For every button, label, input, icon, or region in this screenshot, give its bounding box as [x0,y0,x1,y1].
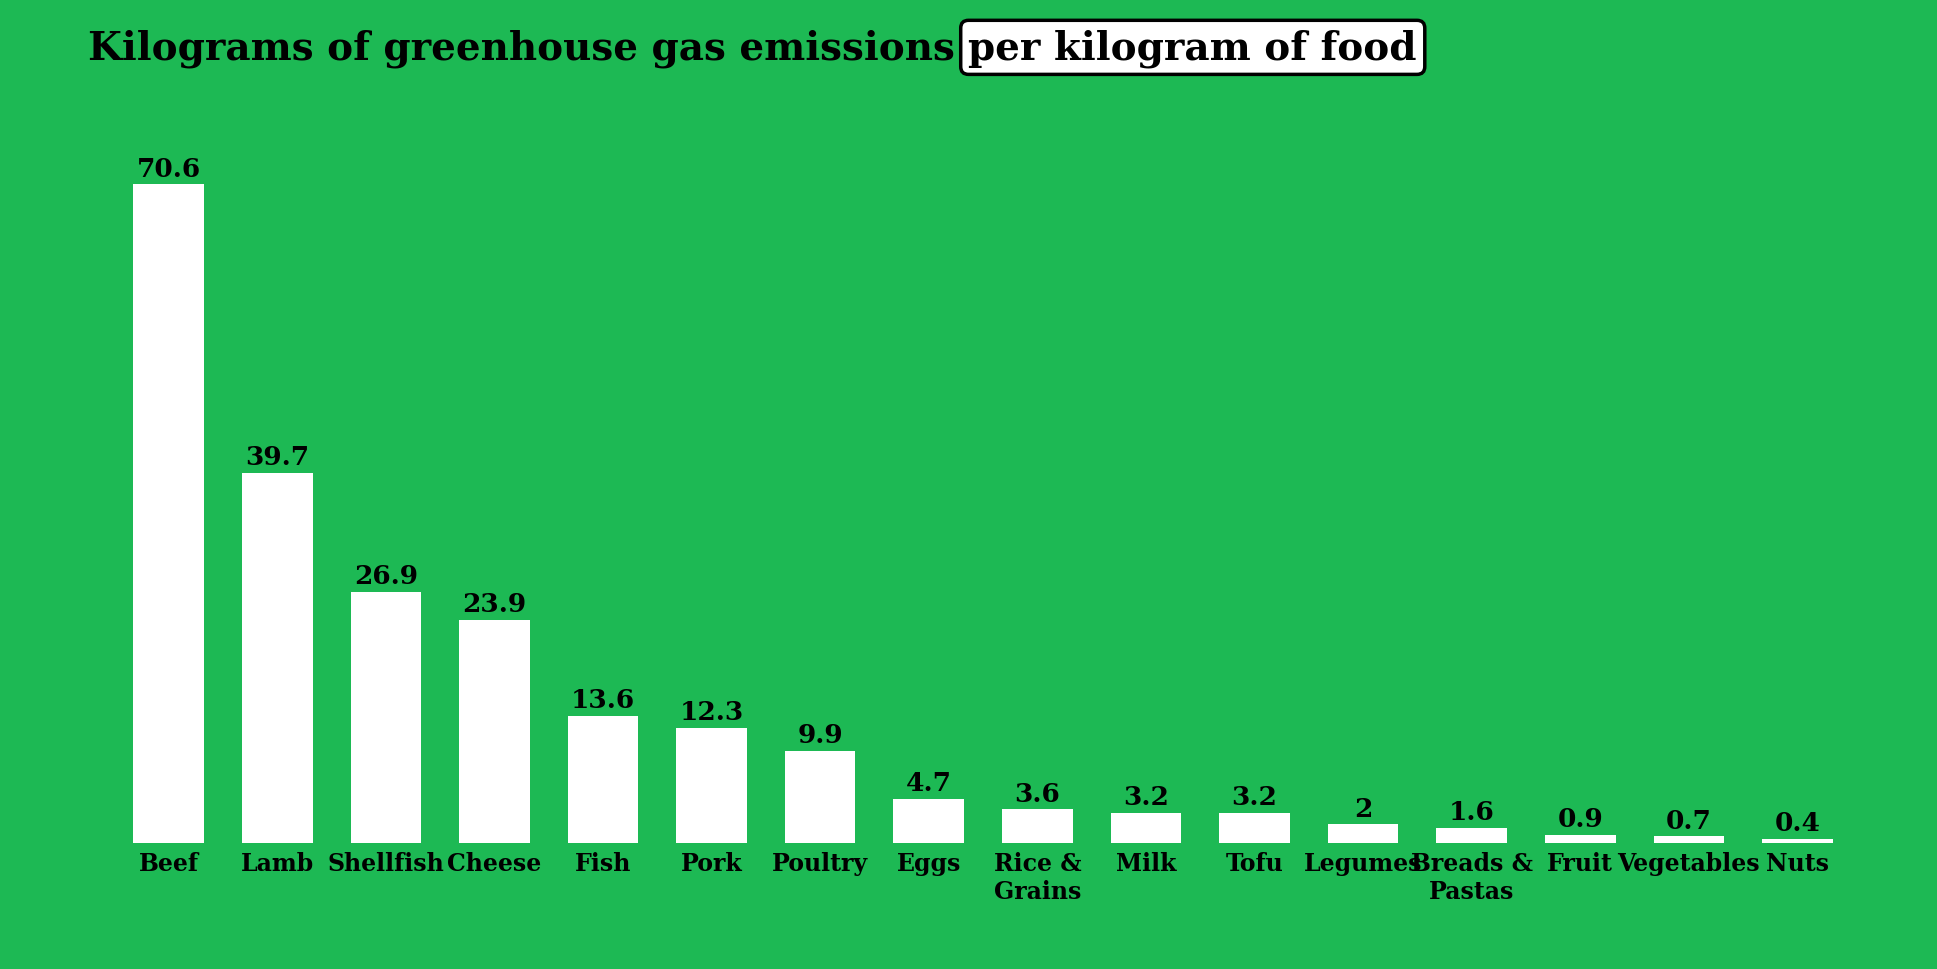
Text: 39.7: 39.7 [246,445,310,469]
Text: 3.2: 3.2 [1232,785,1276,809]
Text: Kilograms of greenhouse gas emissions: Kilograms of greenhouse gas emissions [87,29,968,68]
Text: 9.9: 9.9 [798,722,843,747]
Bar [1327,825,1399,843]
Text: 4.7: 4.7 [907,770,951,796]
Bar [351,592,420,843]
Text: 1.6: 1.6 [1449,799,1495,825]
Bar [1763,839,1832,843]
Text: 0.7: 0.7 [1666,808,1712,832]
Text: 0.4: 0.4 [1774,811,1821,835]
Text: 0.9: 0.9 [1557,806,1604,831]
Text: 13.6: 13.6 [571,688,635,712]
Bar [1546,834,1615,843]
Text: 12.3: 12.3 [680,700,744,725]
Bar [568,716,639,843]
Bar [1110,813,1182,843]
Bar [134,185,203,843]
Bar [459,620,529,843]
Bar [784,751,856,843]
Bar [1218,813,1290,843]
Bar [1654,836,1724,843]
Bar [676,729,748,843]
Text: 3.2: 3.2 [1123,785,1168,809]
Text: 70.6: 70.6 [138,157,201,181]
Text: 23.9: 23.9 [463,592,527,616]
Bar [242,473,312,843]
Text: 26.9: 26.9 [354,564,418,589]
Text: 3.6: 3.6 [1015,781,1060,806]
Text: 2: 2 [1354,796,1371,821]
Bar [1001,809,1073,843]
Text: per kilogram of food: per kilogram of food [968,29,1418,68]
Bar [893,799,965,843]
Bar [1437,828,1507,843]
